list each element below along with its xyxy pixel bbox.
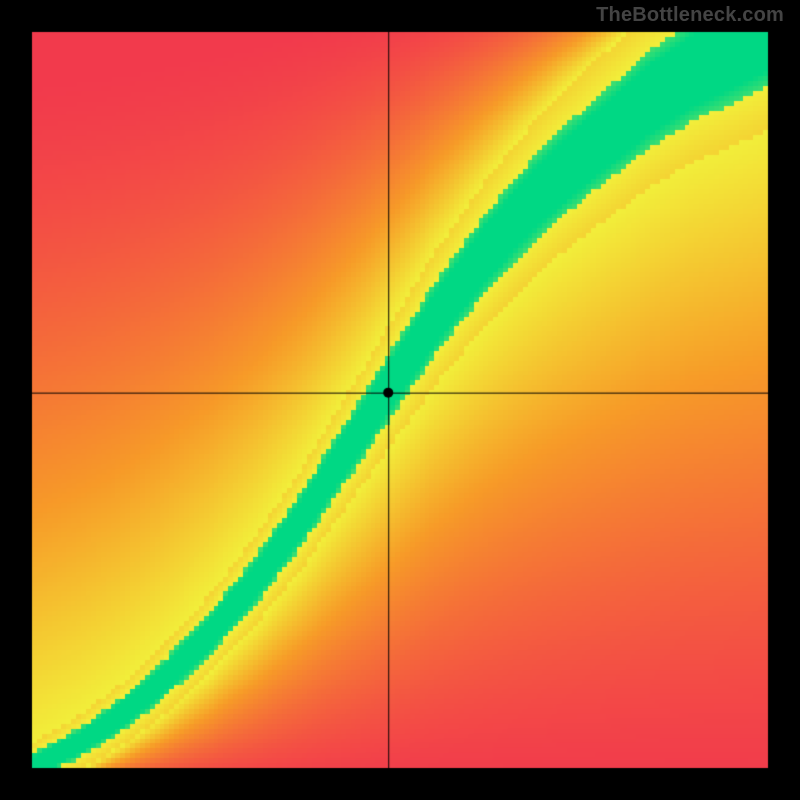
bottleneck-heatmap-chart: TheBottleneck.com — [0, 0, 800, 800]
watermark-text: TheBottleneck.com — [596, 4, 784, 27]
heatmap-canvas — [0, 0, 800, 800]
